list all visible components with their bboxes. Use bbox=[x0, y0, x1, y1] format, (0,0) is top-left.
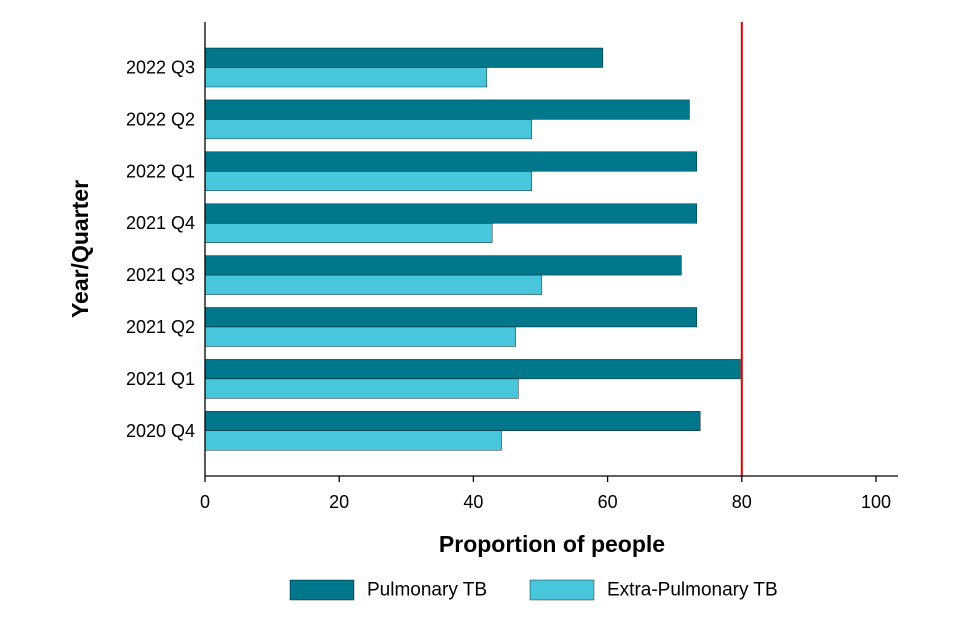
bar-extra-pulmonary-2021-q3 bbox=[204, 274, 543, 295]
bar-extra-pulmonary-2022-q3 bbox=[204, 67, 488, 88]
legend-label-extra-pulmonary: Extra-Pulmonary TB bbox=[607, 580, 778, 601]
x-tick-label: 60 bbox=[598, 492, 618, 512]
y-ticks-group: 2022 Q3 2022 Q2 2022 Q1 2021 Q4 2021 Q3 2021 … bbox=[126, 58, 195, 441]
bar-pulmonary-2021-q1 bbox=[204, 359, 741, 380]
legend: Pulmonary TB Extra-Pulmonary TB bbox=[289, 579, 778, 601]
y-tick-label: 2020 Q4 bbox=[126, 421, 195, 441]
y-tick-label: 2022 Q1 bbox=[126, 161, 195, 181]
bar-pulmonary-2022-q3 bbox=[204, 47, 604, 68]
bar-pulmonary-2021-q3 bbox=[204, 255, 682, 276]
x-axis-title: Proportion of people bbox=[439, 531, 665, 557]
legend-swatch-pulmonary bbox=[289, 579, 355, 601]
bar-pulmonary-2022-q1 bbox=[204, 151, 698, 172]
y-axis-title: Year/Quarter bbox=[67, 180, 93, 318]
bar-extra-pulmonary-2021-q1 bbox=[204, 378, 519, 399]
bar-extra-pulmonary-2022-q2 bbox=[204, 119, 532, 140]
x-tick-label: 40 bbox=[463, 492, 483, 512]
y-tick-label: 2022 Q3 bbox=[126, 58, 195, 78]
y-tick-label: 2021 Q2 bbox=[126, 317, 195, 337]
x-ticks-group: 0 20 40 60 80 100 bbox=[200, 476, 891, 512]
bar-extra-pulmonary-2021-q4 bbox=[204, 222, 493, 243]
x-tick-label: 100 bbox=[861, 492, 891, 512]
x-tick-label: 20 bbox=[329, 492, 349, 512]
y-tick-label: 2021 Q3 bbox=[126, 265, 195, 285]
y-tick-label: 2022 Q2 bbox=[126, 109, 195, 129]
bar-extra-pulmonary-2021-q2 bbox=[204, 326, 516, 347]
legend-label-pulmonary: Pulmonary TB bbox=[367, 580, 487, 601]
x-tick-label: 0 bbox=[200, 492, 210, 512]
bar-pulmonary-2022-q2 bbox=[204, 99, 690, 120]
legend-swatch-extra-pulmonary bbox=[529, 579, 595, 601]
bar-pulmonary-2020-q4 bbox=[204, 411, 701, 431]
bars-group bbox=[204, 47, 741, 451]
bar-extra-pulmonary-2020-q4 bbox=[204, 430, 502, 451]
y-tick-label: 2021 Q1 bbox=[126, 369, 195, 389]
x-tick-label: 80 bbox=[732, 492, 752, 512]
bar-pulmonary-2021-q4 bbox=[204, 203, 698, 224]
y-tick-label: 2021 Q4 bbox=[126, 213, 195, 233]
bar-extra-pulmonary-2022-q1 bbox=[204, 171, 532, 192]
bar-pulmonary-2021-q2 bbox=[204, 307, 698, 328]
